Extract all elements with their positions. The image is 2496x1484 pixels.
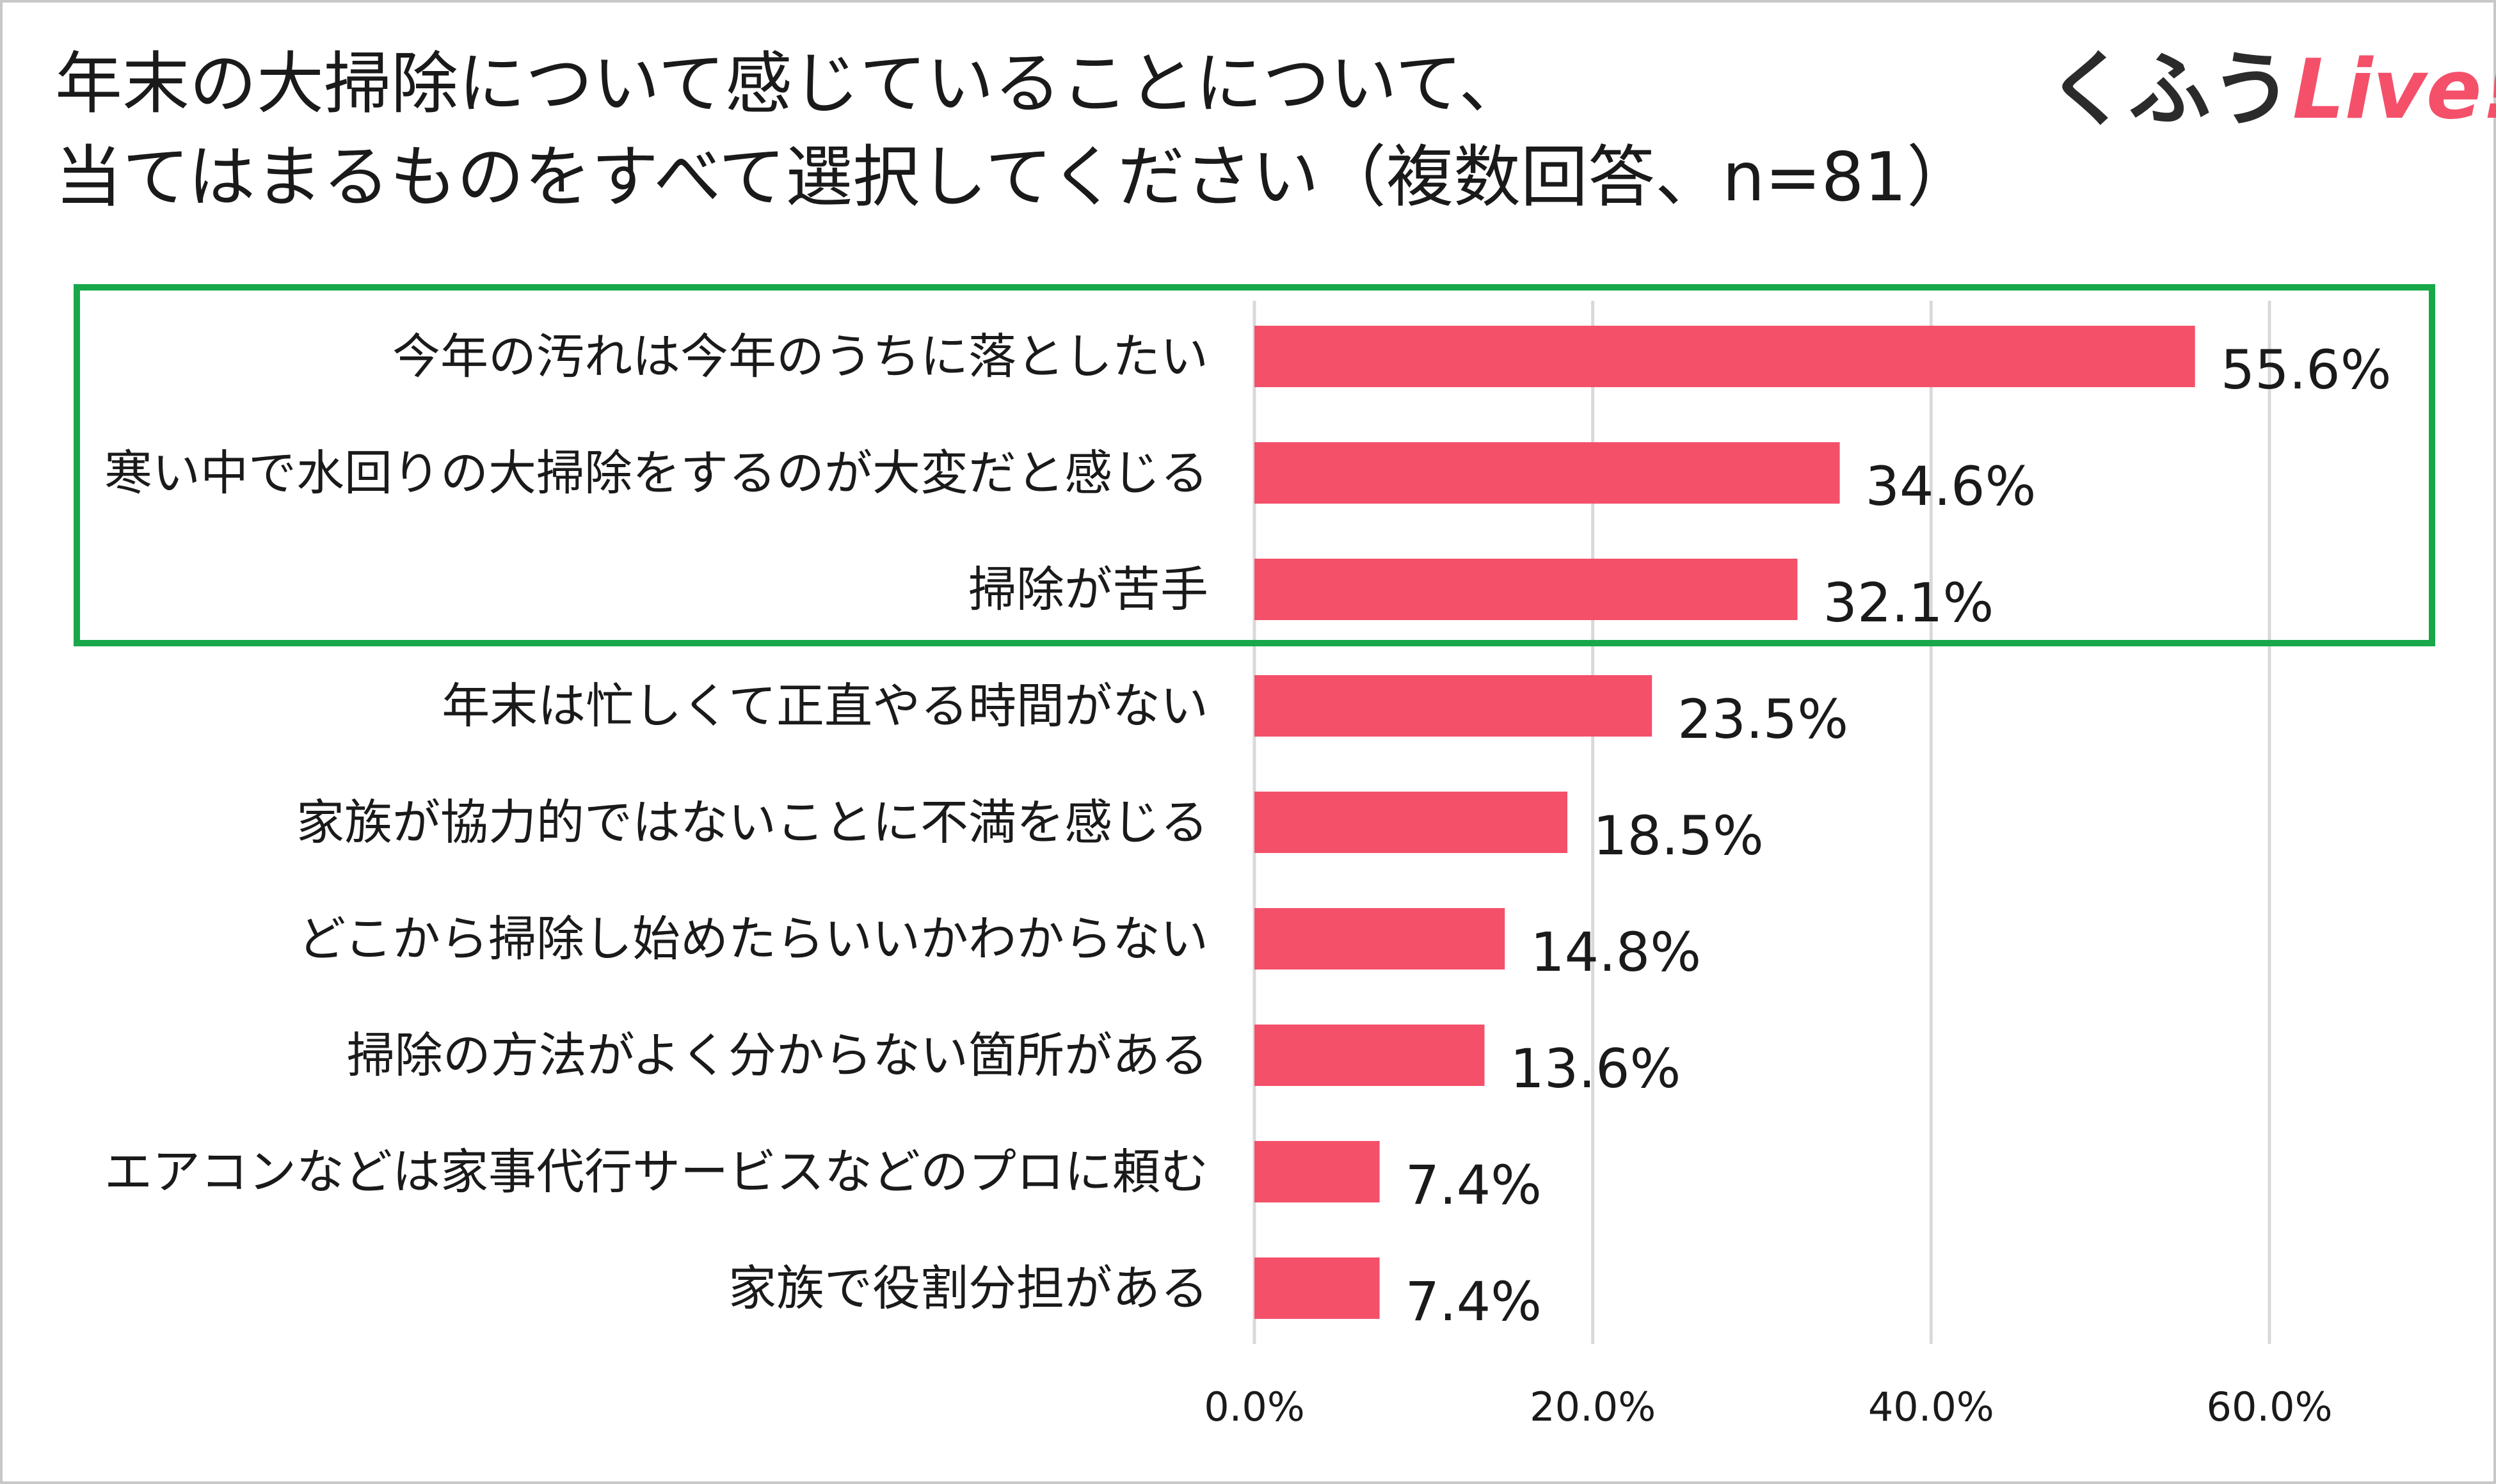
data-label: 7.4% bbox=[1405, 1270, 1542, 1333]
data-label: 34.6% bbox=[1866, 455, 2036, 518]
logo-text-live: Live! bbox=[2292, 42, 2496, 138]
bar bbox=[1254, 326, 2195, 387]
data-label: 7.4% bbox=[1405, 1154, 1542, 1217]
bar bbox=[1254, 442, 1840, 504]
data-label: 55.6% bbox=[2221, 339, 2392, 401]
category-label: 年末は忙しくて正直やる時間がない bbox=[442, 678, 1208, 734]
x-tick-label: 60.0% bbox=[2207, 1384, 2333, 1430]
data-label: 23.5% bbox=[1677, 688, 1848, 751]
kufu-live-logo: くふうLive! bbox=[2047, 42, 2496, 138]
bar bbox=[1254, 559, 1798, 620]
data-label: 13.6% bbox=[1510, 1037, 1681, 1100]
data-label: 14.8% bbox=[1530, 921, 1701, 984]
chart-title: 年末の大掃除について感じていることについて、 当てはまるものをすべて選択してくだ… bbox=[55, 37, 1974, 224]
bar bbox=[1254, 675, 1652, 737]
x-tick-label: 0.0% bbox=[1204, 1384, 1305, 1430]
highlight-box bbox=[74, 284, 2435, 646]
data-label: 32.1% bbox=[1823, 571, 1994, 634]
category-label: どこから掃除し始めたらいいかわからない bbox=[298, 911, 1208, 967]
bar bbox=[1254, 792, 1568, 853]
logo-text-kufu: くふう bbox=[2047, 42, 2293, 138]
bar bbox=[1254, 908, 1505, 969]
category-label: 掃除が苦手 bbox=[968, 561, 1208, 618]
bar bbox=[1254, 1141, 1380, 1202]
x-tick-label: 40.0% bbox=[1868, 1384, 1994, 1430]
bar bbox=[1254, 1257, 1380, 1319]
x-tick-label: 20.0% bbox=[1530, 1384, 1656, 1430]
bar bbox=[1254, 1025, 1485, 1086]
chart-title-line2: 当てはまるものをすべて選択してください（複数回答、n=81） bbox=[55, 138, 1974, 216]
category-label: 家族が協力的ではないことに不満を感じる bbox=[296, 794, 1208, 850]
category-label: 寒い中で水回りの大掃除をするのが大変だと感じる bbox=[104, 445, 1208, 501]
category-label: 家族で役割分担がある bbox=[728, 1260, 1208, 1316]
category-label: 掃除の方法がよく分からない箇所がある bbox=[347, 1027, 1208, 1083]
category-label: エアコンなどは家事代行サービスなどのプロに頼む bbox=[104, 1144, 1208, 1200]
category-label: 今年の汚れは今年のうちに落としたい bbox=[392, 328, 1208, 385]
chart-title-line1: 年末の大掃除について感じていることについて、 bbox=[55, 45, 1526, 123]
data-label: 18.5% bbox=[1593, 804, 1764, 867]
